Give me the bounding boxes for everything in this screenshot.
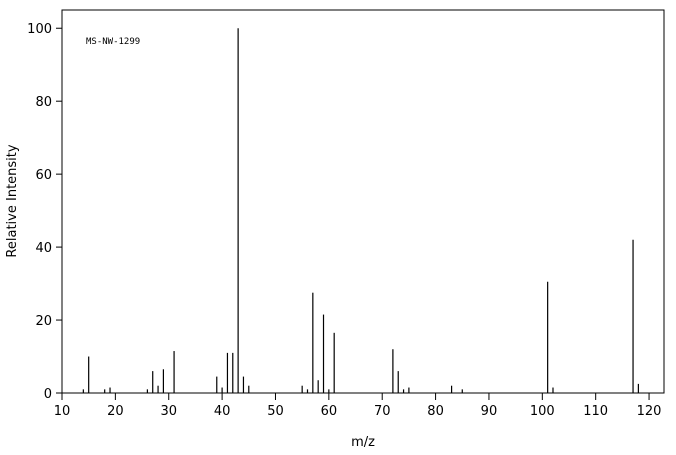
x-tick-label: 90 (481, 404, 498, 419)
y-tick-label: 0 (44, 387, 52, 402)
x-tick-label: 80 (427, 404, 444, 419)
x-axis-label: m/z (351, 435, 375, 450)
annotation: MS-NW-1299 (86, 37, 140, 47)
x-tick-label: 40 (214, 404, 231, 419)
y-axis-label: Relative Intensity (5, 144, 20, 257)
x-tick-label: 100 (530, 404, 555, 419)
y-tick-label: 20 (35, 314, 52, 329)
x-tick-label: 120 (637, 404, 662, 419)
x-tick-label: 70 (374, 404, 391, 419)
x-tick-label: 30 (160, 404, 177, 419)
y-tick-label: 40 (35, 241, 52, 256)
y-tick-label: 100 (27, 22, 52, 37)
y-tick-label: 60 (35, 168, 52, 183)
x-tick-label: 10 (54, 404, 71, 419)
x-tick-label: 60 (321, 404, 338, 419)
x-tick-label: 20 (107, 404, 124, 419)
plot-frame (61, 9, 665, 394)
y-tick-label: 80 (35, 95, 52, 110)
x-tick-label: 50 (267, 404, 284, 419)
x-tick-label: 110 (583, 404, 608, 419)
